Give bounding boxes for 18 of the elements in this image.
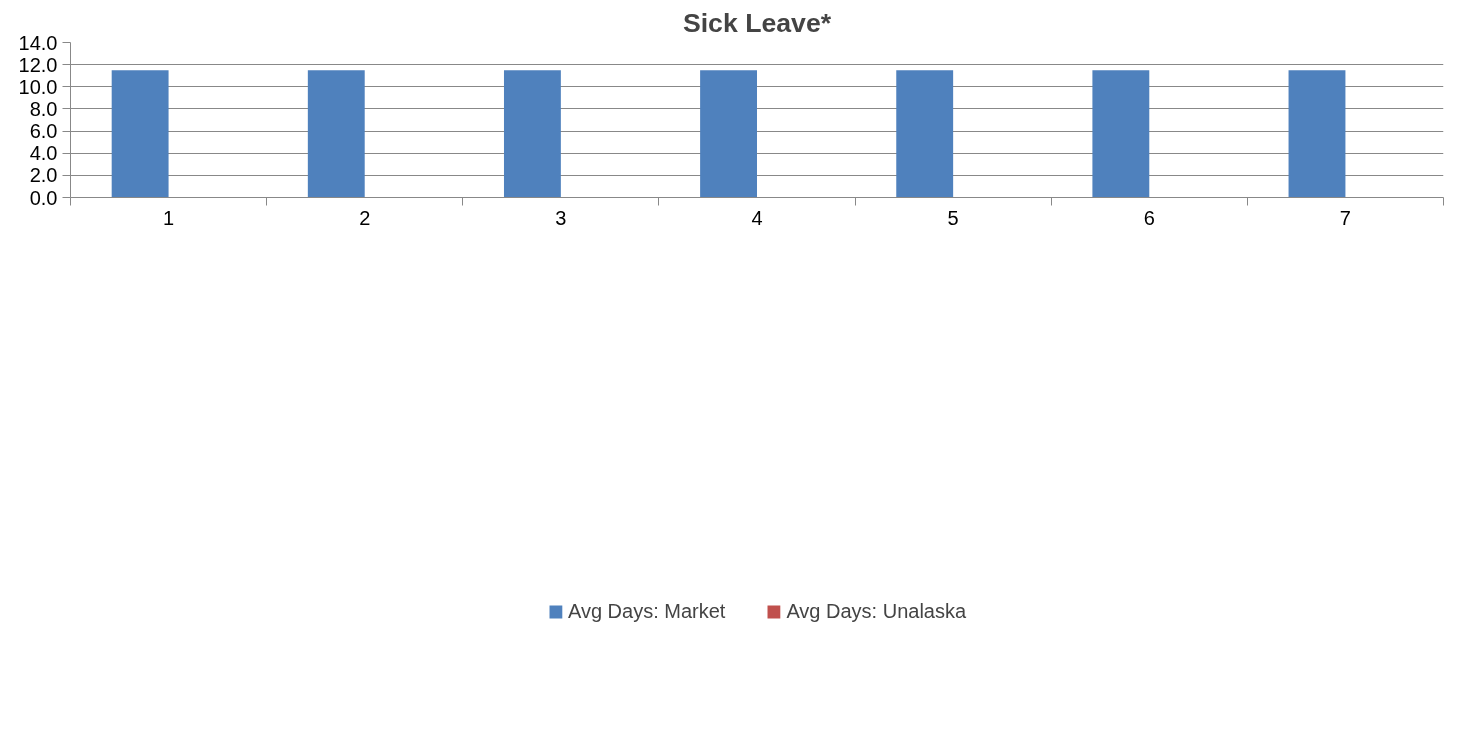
y-tick-label: 14.0 xyxy=(18,31,58,54)
y-tick-label: 6.0 xyxy=(29,120,58,143)
x-tick-label: 7 xyxy=(1339,206,1351,229)
x-tick-label: 4 xyxy=(751,206,763,229)
x-tick-label: 5 xyxy=(947,206,959,229)
legend-label: Avg Days: Market xyxy=(567,599,726,623)
y-tick-label: 4.0 xyxy=(29,142,58,165)
y-tick-label: 2.0 xyxy=(29,164,58,187)
y-tick-label: 0.0 xyxy=(29,186,58,209)
x-tick-label: 1 xyxy=(163,206,175,229)
legend-label: Avg Days: Unalaska xyxy=(786,599,967,623)
chart-title: Sick Leave* xyxy=(682,7,832,38)
x-tick-label: 2 xyxy=(359,206,371,229)
y-tick-label: 8.0 xyxy=(29,97,58,120)
x-tick-label: 3 xyxy=(555,206,567,229)
y-tick-label: 10.0 xyxy=(18,75,58,98)
x-tick-label: 6 xyxy=(1143,206,1155,229)
y-tick-label: 12.0 xyxy=(18,53,58,76)
